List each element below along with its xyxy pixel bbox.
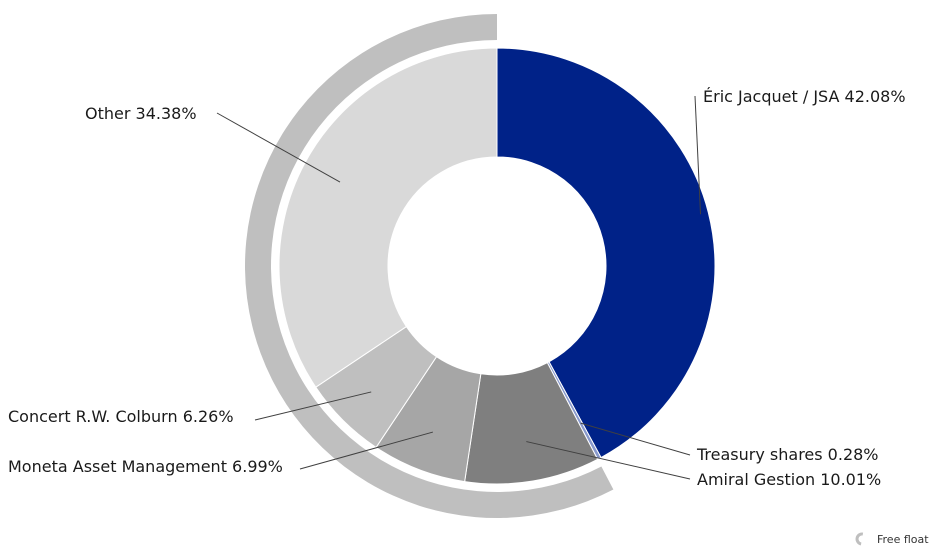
leader-line-eric-jacquet-jsa — [694, 95, 702, 215]
legend-label-free-float: Free float — [877, 533, 929, 546]
slice-label-treasury-shares: Treasury shares 0.28% — [696, 445, 879, 464]
slice-label-layer: Éric Jacquet / JSA 42.08% Treasury share… — [8, 87, 906, 489]
leader-line-amiral-gestion — [526, 441, 691, 480]
slice-label-amiral-gestion: Amiral Gestion 10.01% — [697, 470, 881, 489]
free-float-legend-icon — [855, 532, 864, 546]
slice-eric-jacquet-jsa — [496, 47, 716, 459]
slice-label-moneta: Moneta Asset Management 6.99% — [8, 457, 283, 476]
slice-label-eric-jacquet: Éric Jacquet / JSA 42.08% — [703, 87, 906, 106]
leader-line-layer — [216, 95, 702, 480]
leader-line-treasury-shares — [580, 422, 691, 456]
slice-layer — [278, 47, 716, 485]
leader-line-other — [216, 112, 341, 183]
legend: Free float — [855, 532, 929, 546]
leader-line-concert-r-w-colburn — [254, 391, 372, 421]
slice-other — [278, 47, 498, 388]
slice-label-other: Other 34.38% — [85, 104, 197, 123]
slice-label-concert-colburn: Concert R.W. Colburn 6.26% — [8, 407, 234, 426]
leader-line-moneta-asset-management — [299, 431, 434, 470]
